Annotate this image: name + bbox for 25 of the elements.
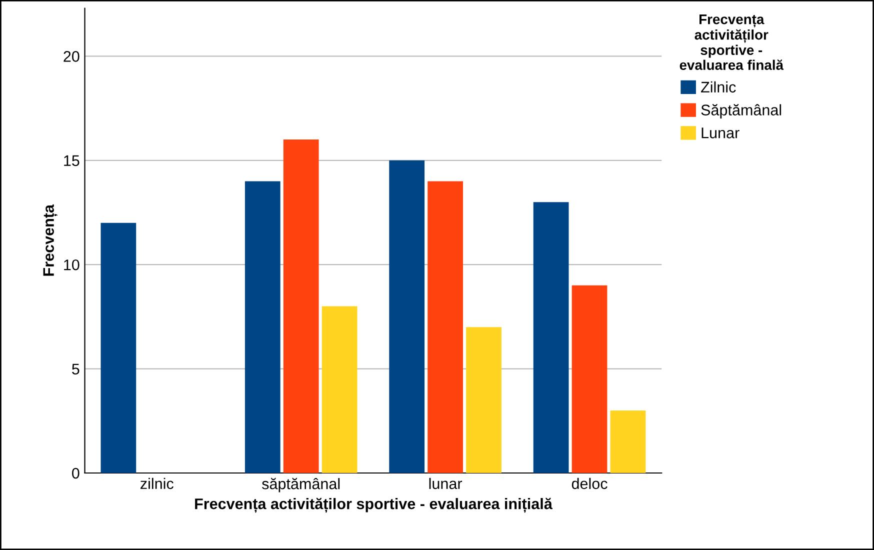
y-tick-label: 10 — [64, 259, 80, 270]
y-tick-label: 20 — [64, 51, 80, 62]
legend-label: Săptămânal — [701, 104, 782, 118]
y-tick-label: 5 — [72, 364, 80, 374]
bar — [322, 306, 358, 473]
x-tick-label: zilnic — [140, 478, 174, 490]
legend-label: Lunar — [702, 128, 740, 138]
legend-title: Frecvența activităților sportive - evaluarea finală — [680, 14, 784, 70]
y-tick-label: 0 — [72, 468, 80, 479]
bar — [283, 140, 319, 473]
bar — [244, 181, 280, 473]
y-axis-title: Frecvența — [43, 204, 58, 276]
bar — [533, 202, 569, 473]
bar — [389, 160, 425, 473]
x-tick-label: săptămânal — [262, 478, 340, 492]
x-axis-title: Frecvența activităților sportive - evaluarea inițială — [195, 498, 552, 513]
legend-label: Zilnic — [701, 81, 736, 93]
bar — [572, 285, 608, 473]
bar — [428, 181, 463, 473]
bar — [100, 222, 136, 473]
y-tick-label: 15 — [64, 155, 80, 166]
x-tick-label: lunar — [429, 478, 462, 490]
x-tick-label: deloc — [572, 478, 608, 490]
bar — [610, 410, 646, 473]
bar — [466, 327, 502, 473]
